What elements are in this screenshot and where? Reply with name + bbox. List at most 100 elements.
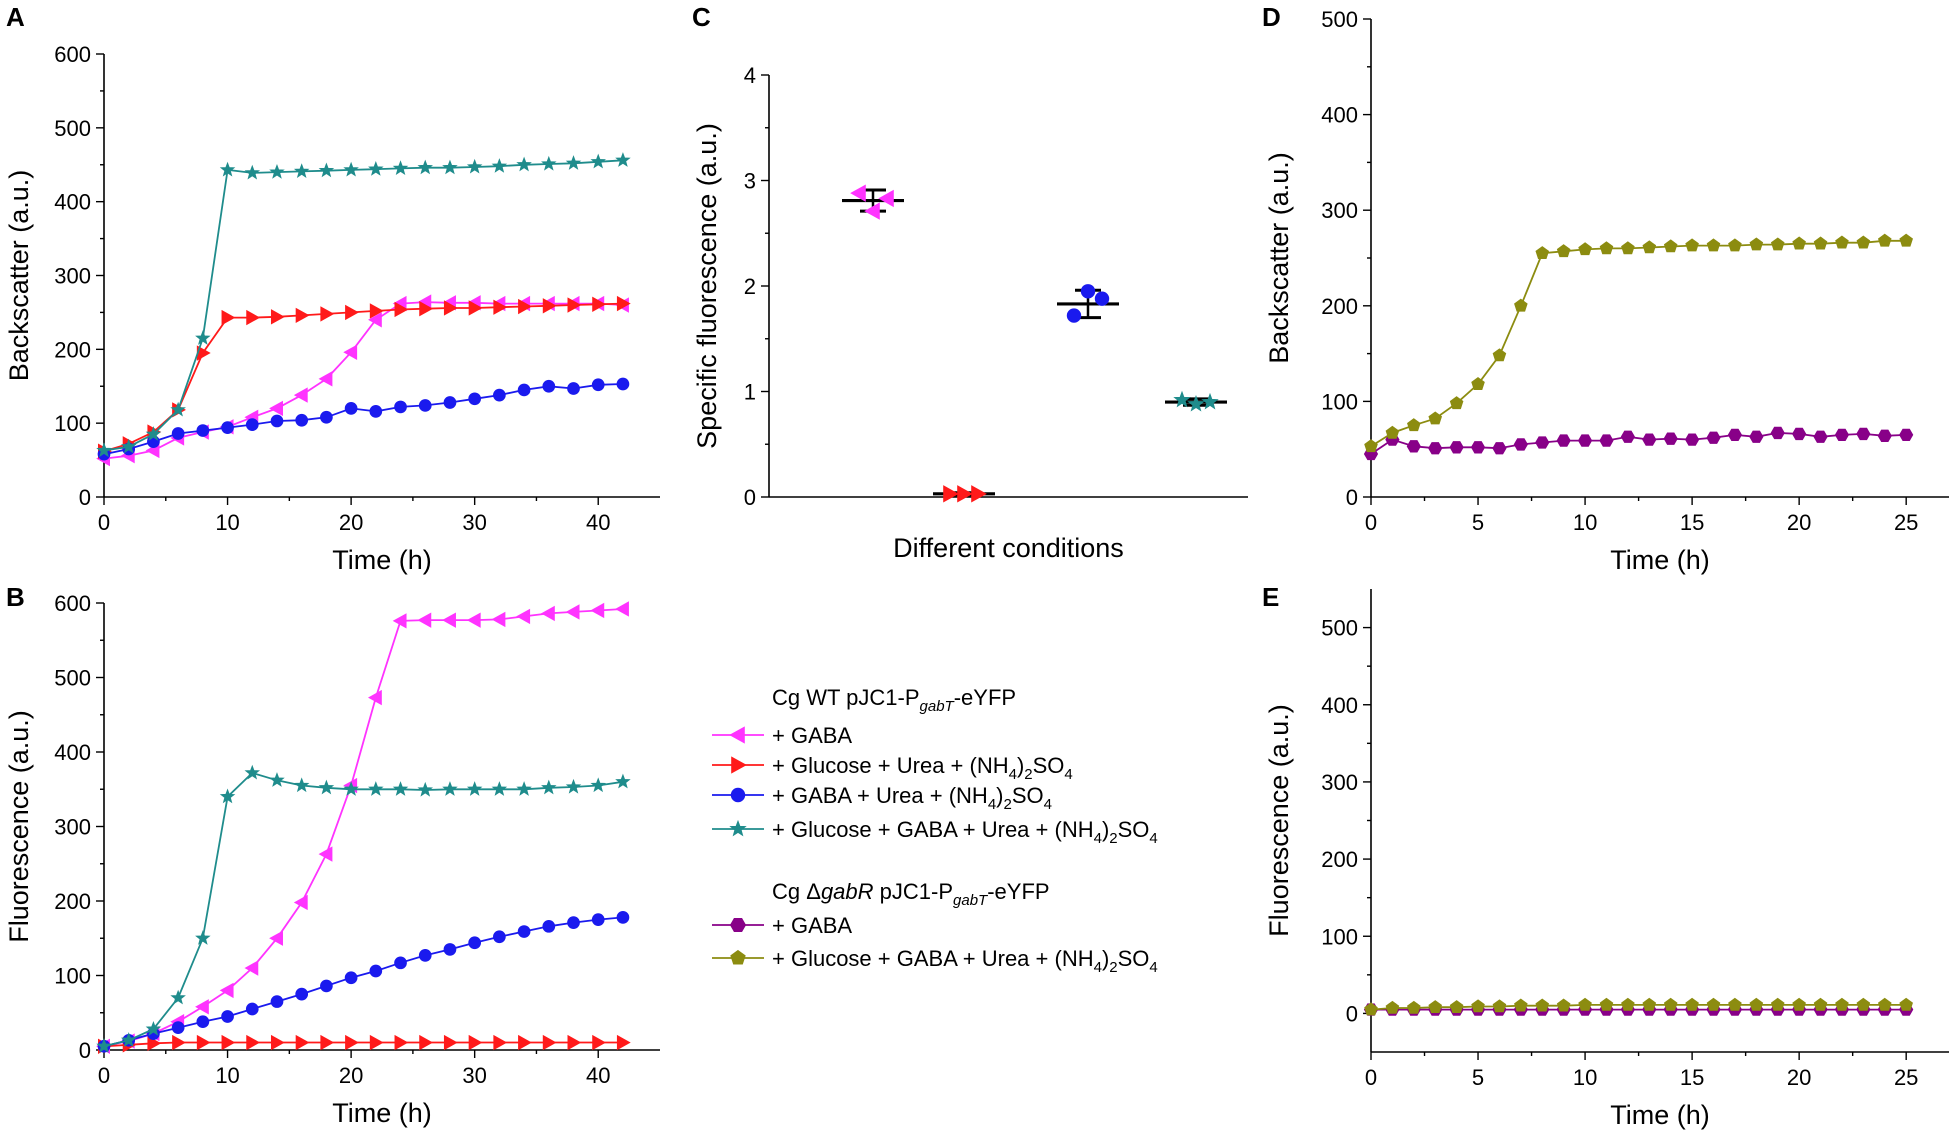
y-tick-label: 600 [54, 42, 91, 67]
marker-pentagon [1471, 999, 1485, 1013]
marker-tri-left [367, 312, 382, 328]
legend-label: + Glucose + GABA + Urea + (NH4)2SO4 [772, 946, 1158, 976]
marker-tri-right [616, 1034, 631, 1051]
marker-circle [344, 971, 358, 985]
legend-group2-title: Cg ΔgabR pJC1-PgabT-eYFP [772, 879, 1050, 909]
marker-star [615, 773, 631, 789]
legend-label: + Glucose + GABA + Urea + (NH4)2SO4 [772, 817, 1158, 847]
marker-pentagon [1642, 997, 1657, 1011]
panel-letter-b: B [6, 582, 25, 612]
marker-tri-right [518, 1034, 532, 1051]
x-tick-label: 15 [1680, 510, 1704, 535]
marker-tri-right [369, 303, 384, 319]
y-tick-label: 0 [1346, 485, 1358, 510]
marker-circle [394, 400, 407, 414]
y-tick-label: 0 [1346, 1001, 1358, 1026]
marker-pentagon [1556, 998, 1571, 1012]
marker-tri-left [417, 612, 432, 628]
legend-marker-tri-left [729, 726, 745, 744]
marker-pentagon [1621, 241, 1635, 255]
marker-star [1201, 392, 1219, 410]
marker-star [1187, 395, 1205, 412]
marker-tri-right [320, 1034, 335, 1051]
x-tick-label: 5 [1472, 1065, 1484, 1090]
legend-marker-star [729, 819, 747, 837]
marker-pentagon [1899, 233, 1913, 247]
marker-pentagon [1492, 999, 1507, 1013]
marker-pentagon [1877, 997, 1892, 1011]
marker-pentagon [1685, 997, 1699, 1011]
marker-tri-right [270, 1034, 285, 1051]
panel-d-backscatter-chart: 0 5 10 15 20 25 0 100 200 300 400 500 Time (h) Backsc… [1264, 7, 1949, 575]
y-tick-label: 200 [54, 889, 91, 914]
marker-star [145, 1020, 162, 1036]
x-axis-title: Time (h) [1610, 545, 1710, 575]
legend: Cg WT pJC1-PgabT-eYFP + GABA + Glucose +… [712, 685, 1158, 976]
y-tick-label: 1 [744, 380, 756, 405]
marker-circle [591, 913, 605, 926]
marker-pentagon [1835, 235, 1849, 249]
x-axis-title: Time (h) [332, 545, 432, 575]
marker-tri-right [345, 304, 359, 321]
x-tick-label: 25 [1894, 1065, 1918, 1090]
y-tick-label: 300 [1321, 770, 1358, 795]
marker-tri-right [542, 298, 557, 314]
marker-tri-left [540, 605, 555, 622]
marker-star [318, 162, 335, 178]
marker-pentagon [1556, 244, 1571, 258]
marker-pentagon [1813, 997, 1828, 1011]
marker-hexagon [1834, 428, 1850, 442]
x-tick-label: 0 [98, 1063, 110, 1088]
marker-pentagon [1770, 237, 1785, 251]
marker-star [120, 438, 137, 454]
y-tick-label: 0 [79, 1038, 91, 1063]
marker-circle [567, 916, 580, 929]
marker-star [96, 1038, 112, 1053]
marker-star [170, 989, 186, 1005]
marker-tri-left [864, 202, 880, 220]
panel-letter-d: D [1262, 2, 1281, 32]
y-tick-label: 500 [1321, 7, 1358, 32]
marker-tri-right [295, 1034, 310, 1051]
marker-circle [1094, 291, 1110, 306]
panel-e-fluorescence-chart: 0 5 10 15 20 25 0 100 200 300 400 500 Time (h) Fluore… [1264, 589, 1949, 1130]
marker-tri-left [318, 846, 333, 862]
marker-hexagon [1663, 432, 1678, 445]
marker-tri-right [468, 300, 483, 316]
marker-star [343, 161, 359, 177]
marker-pentagon [1514, 998, 1528, 1012]
series-dgabR_gaba [1363, 426, 1914, 461]
marker-tri-right [616, 295, 631, 312]
x-tick-label: 10 [1573, 510, 1597, 535]
marker-tri-right [567, 1034, 582, 1051]
marker-pentagon [1813, 236, 1828, 250]
y-tick-label: 600 [54, 591, 91, 616]
marker-star [219, 161, 236, 177]
marker-tri-right [592, 1034, 607, 1051]
marker-star [96, 442, 112, 458]
marker-circle [270, 414, 284, 428]
marker-circle [517, 383, 531, 397]
series-line [103, 301, 623, 460]
panel-letter-c: C [692, 2, 711, 32]
marker-circle [418, 949, 432, 962]
x-tick-label: 30 [462, 1063, 486, 1088]
legend-item-dgabr-glucose-gaba-urea: + Glucose + GABA + Urea + (NH4)2SO4 [712, 946, 1158, 976]
legend-item-glucose-gaba-urea: + Glucose + GABA + Urea + (NH4)2SO4 [712, 817, 1158, 847]
marker-circle [443, 943, 457, 956]
marker-hexagon [1813, 430, 1828, 443]
marker-tri-right [246, 1034, 261, 1051]
series-glucose_gaba_urea [96, 152, 631, 458]
marker-star [293, 163, 310, 178]
marker-hexagon [729, 918, 747, 932]
legend-label: + GABA + Urea + (NH4)2SO4 [772, 783, 1052, 813]
marker-star [269, 163, 285, 179]
marker-pentagon [1364, 439, 1378, 453]
x-axis-title: Time (h) [332, 1098, 432, 1128]
marker-circle [567, 382, 580, 395]
marker-tri-right [443, 300, 458, 316]
marker-pentagon [1706, 238, 1721, 252]
marker-circle [493, 388, 506, 402]
marker-star [466, 158, 483, 174]
marker-tri-right [971, 485, 987, 503]
